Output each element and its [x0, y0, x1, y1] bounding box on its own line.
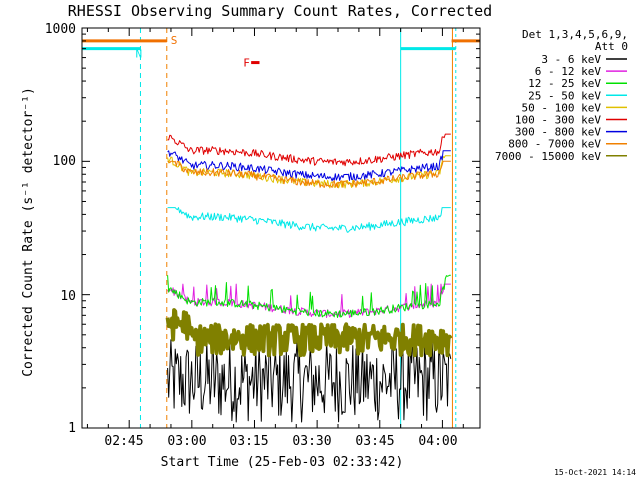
legend-label: 6 - 12 keV — [535, 65, 602, 78]
legend-label: 12 - 25 keV — [528, 77, 601, 90]
legend-label: 7000 - 15000 keV — [495, 150, 601, 163]
series-line — [167, 207, 451, 233]
y-axis: 1 10 100 1000 — [45, 22, 480, 436]
series-line — [167, 274, 451, 318]
series-line — [167, 160, 451, 188]
y-axis-label: Corrected Count Rate (s⁻¹ detector⁻¹) — [21, 87, 36, 377]
legend-label: 50 - 100 keV — [522, 101, 602, 114]
y-tick-label: 10 — [60, 289, 76, 304]
legend-label: 3 - 6 keV — [541, 53, 601, 66]
legend-header-line: Att 0 — [595, 40, 628, 53]
legend-label: 300 - 800 keV — [515, 126, 601, 139]
chart-title: RHESSI Observing Summary Count Rates, Co… — [68, 2, 492, 20]
series-line — [165, 308, 453, 358]
series-line — [167, 133, 451, 167]
y-tick-label: 1 — [68, 421, 76, 436]
x-tick-label: 03:00 — [167, 434, 206, 449]
flag-label-s: S — [171, 34, 178, 47]
legend-label: 800 - 7000 keV — [508, 138, 601, 151]
plot-frame — [81, 27, 481, 429]
legend-label: 25 - 50 keV — [528, 89, 601, 102]
legend-label: 100 - 300 keV — [515, 114, 601, 127]
footer-timestamp: 15-Oct-2021 14:14 — [554, 468, 636, 477]
plot-area: S N F — [82, 28, 480, 428]
x-tick-label: 03:15 — [229, 434, 268, 449]
y-tick-label: 1000 — [45, 22, 76, 37]
series-line — [167, 283, 451, 318]
series-line — [167, 339, 452, 423]
flag-label-f: F — [243, 57, 250, 70]
x-tick-label: 02:45 — [104, 434, 143, 449]
flag-label-n: N — [135, 48, 142, 61]
series-line — [167, 150, 451, 182]
x-axis-label: Start Time (25-Feb-03 02:33:42) — [161, 455, 404, 470]
x-tick-label: 03:45 — [355, 434, 394, 449]
x-tick-label: 03:30 — [292, 434, 331, 449]
x-tick-label: 04:00 — [418, 434, 457, 449]
legend-header-line: Det 1,3,4,5,6,9, — [522, 28, 628, 41]
y-tick-label: 100 — [53, 154, 76, 169]
x-axis: 02:45 03:00 03:15 03:30 03:45 04:00 — [86, 28, 464, 449]
